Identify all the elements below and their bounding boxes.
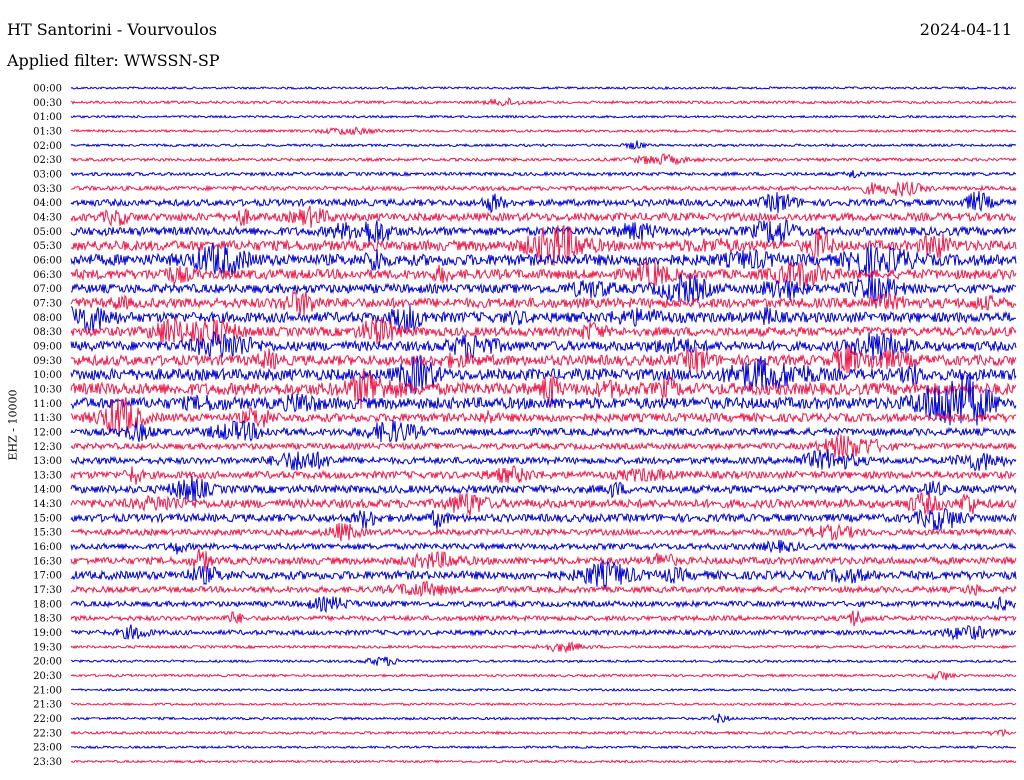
seismic-trace	[70, 419, 1017, 443]
station-title: HT Santorini - Vourvoulos	[7, 20, 217, 39]
time-label: 12:00	[33, 427, 62, 438]
time-label: 21:30	[33, 700, 62, 711]
seismic-trace	[70, 507, 1017, 531]
seismic-trace	[70, 126, 1017, 136]
seismic-trace	[70, 559, 1017, 590]
time-label: 02:30	[33, 155, 62, 166]
time-label: 20:30	[33, 671, 62, 682]
seismic-trace	[70, 330, 1017, 360]
time-label: 04:30	[33, 212, 62, 223]
seismic-trace	[70, 85, 1017, 91]
seismic-trace	[70, 434, 1017, 458]
seismic-trace	[70, 539, 1017, 555]
seismic-trace	[70, 190, 1017, 214]
time-label: 06:30	[33, 270, 62, 281]
time-label: 14:30	[33, 499, 62, 510]
seismic-trace	[70, 580, 1017, 598]
seismic-trace	[70, 624, 1017, 641]
time-label: 05:30	[33, 241, 62, 252]
seismic-trace	[70, 548, 1017, 572]
time-label: 16:30	[33, 556, 62, 567]
time-label: 15:30	[33, 528, 62, 539]
seismic-trace	[70, 170, 1017, 179]
seismic-trace	[70, 671, 1017, 681]
seismic-trace	[70, 225, 1017, 266]
time-label: 11:00	[33, 399, 62, 410]
time-label: 05:00	[33, 227, 62, 238]
seismic-trace	[70, 315, 1017, 346]
time-label: 18:00	[33, 599, 62, 610]
time-label: 21:00	[33, 685, 62, 696]
time-label: 08:00	[33, 313, 62, 324]
seismic-trace	[70, 153, 1017, 166]
time-label: 23:30	[33, 757, 62, 768]
time-label: 01:00	[33, 112, 62, 123]
seismic-trace	[70, 465, 1017, 485]
seismic-trace	[70, 374, 1017, 426]
time-label: 22:30	[33, 728, 62, 739]
time-label: 14:00	[33, 485, 62, 496]
seismic-trace	[70, 610, 1017, 627]
time-label: 13:00	[33, 456, 62, 467]
time-label: 22:00	[33, 714, 62, 725]
seismic-trace	[70, 97, 1017, 107]
seismic-trace	[70, 260, 1017, 287]
seismic-trace	[70, 449, 1017, 472]
seismic-trace	[70, 475, 1017, 502]
filter-label: Applied filter: WWSSN-SP	[7, 51, 220, 70]
seismic-trace	[70, 355, 1017, 396]
time-label: 12:30	[33, 442, 62, 453]
seismic-trace	[70, 701, 1017, 707]
time-label: 07:30	[33, 298, 62, 309]
seismic-trace	[70, 368, 1017, 409]
time-label: 19:00	[33, 628, 62, 639]
time-label: 16:00	[33, 542, 62, 553]
seismic-trace	[70, 641, 1017, 654]
time-label: 18:30	[33, 614, 62, 625]
time-label: 03:30	[33, 184, 62, 195]
time-label: 23:00	[33, 743, 62, 754]
time-label: 04:00	[33, 198, 62, 209]
time-label: 20:00	[33, 657, 62, 668]
seismic-trace	[70, 344, 1017, 374]
time-label: 09:00	[33, 341, 62, 352]
seismic-trace	[70, 242, 1017, 278]
seismic-trace	[70, 205, 1017, 228]
time-label: 17:00	[33, 571, 62, 582]
seismic-trace	[70, 728, 1017, 738]
seismic-trace	[70, 305, 1016, 335]
seismic-trace	[71, 687, 1017, 692]
record-date: 2024-04-11	[919, 20, 1012, 39]
time-label: 01:30	[33, 126, 62, 137]
time-label: 03:00	[33, 169, 62, 180]
time-label: 17:30	[33, 585, 62, 596]
seismic-trace	[70, 596, 1017, 614]
time-label: 00:00	[33, 84, 62, 95]
time-label: 11:30	[33, 413, 62, 424]
seismic-trace	[70, 272, 1017, 304]
time-label: 09:30	[33, 356, 62, 367]
time-label: 10:30	[33, 384, 62, 395]
seismic-trace	[70, 759, 1017, 764]
time-label: 13:30	[33, 470, 62, 481]
seismic-trace	[70, 140, 1017, 150]
time-label: 19:30	[33, 642, 62, 653]
time-label: 07:00	[33, 284, 62, 295]
time-label: 02:00	[33, 141, 62, 152]
seismic-trace	[70, 492, 1017, 516]
seismic-trace	[70, 713, 1017, 724]
seismic-trace	[70, 745, 1017, 750]
time-label: 10:00	[33, 370, 62, 381]
time-label: 15:00	[33, 513, 62, 524]
seismic-trace	[70, 656, 1017, 667]
time-label: 00:30	[33, 98, 62, 109]
seismic-trace	[70, 180, 1017, 197]
seismic-trace	[70, 114, 1017, 119]
time-label: 06:00	[33, 255, 62, 266]
seismic-trace	[71, 522, 1017, 542]
time-label: 08:30	[33, 327, 62, 338]
seismic-trace	[70, 397, 1017, 435]
seismic-trace	[70, 290, 1017, 316]
